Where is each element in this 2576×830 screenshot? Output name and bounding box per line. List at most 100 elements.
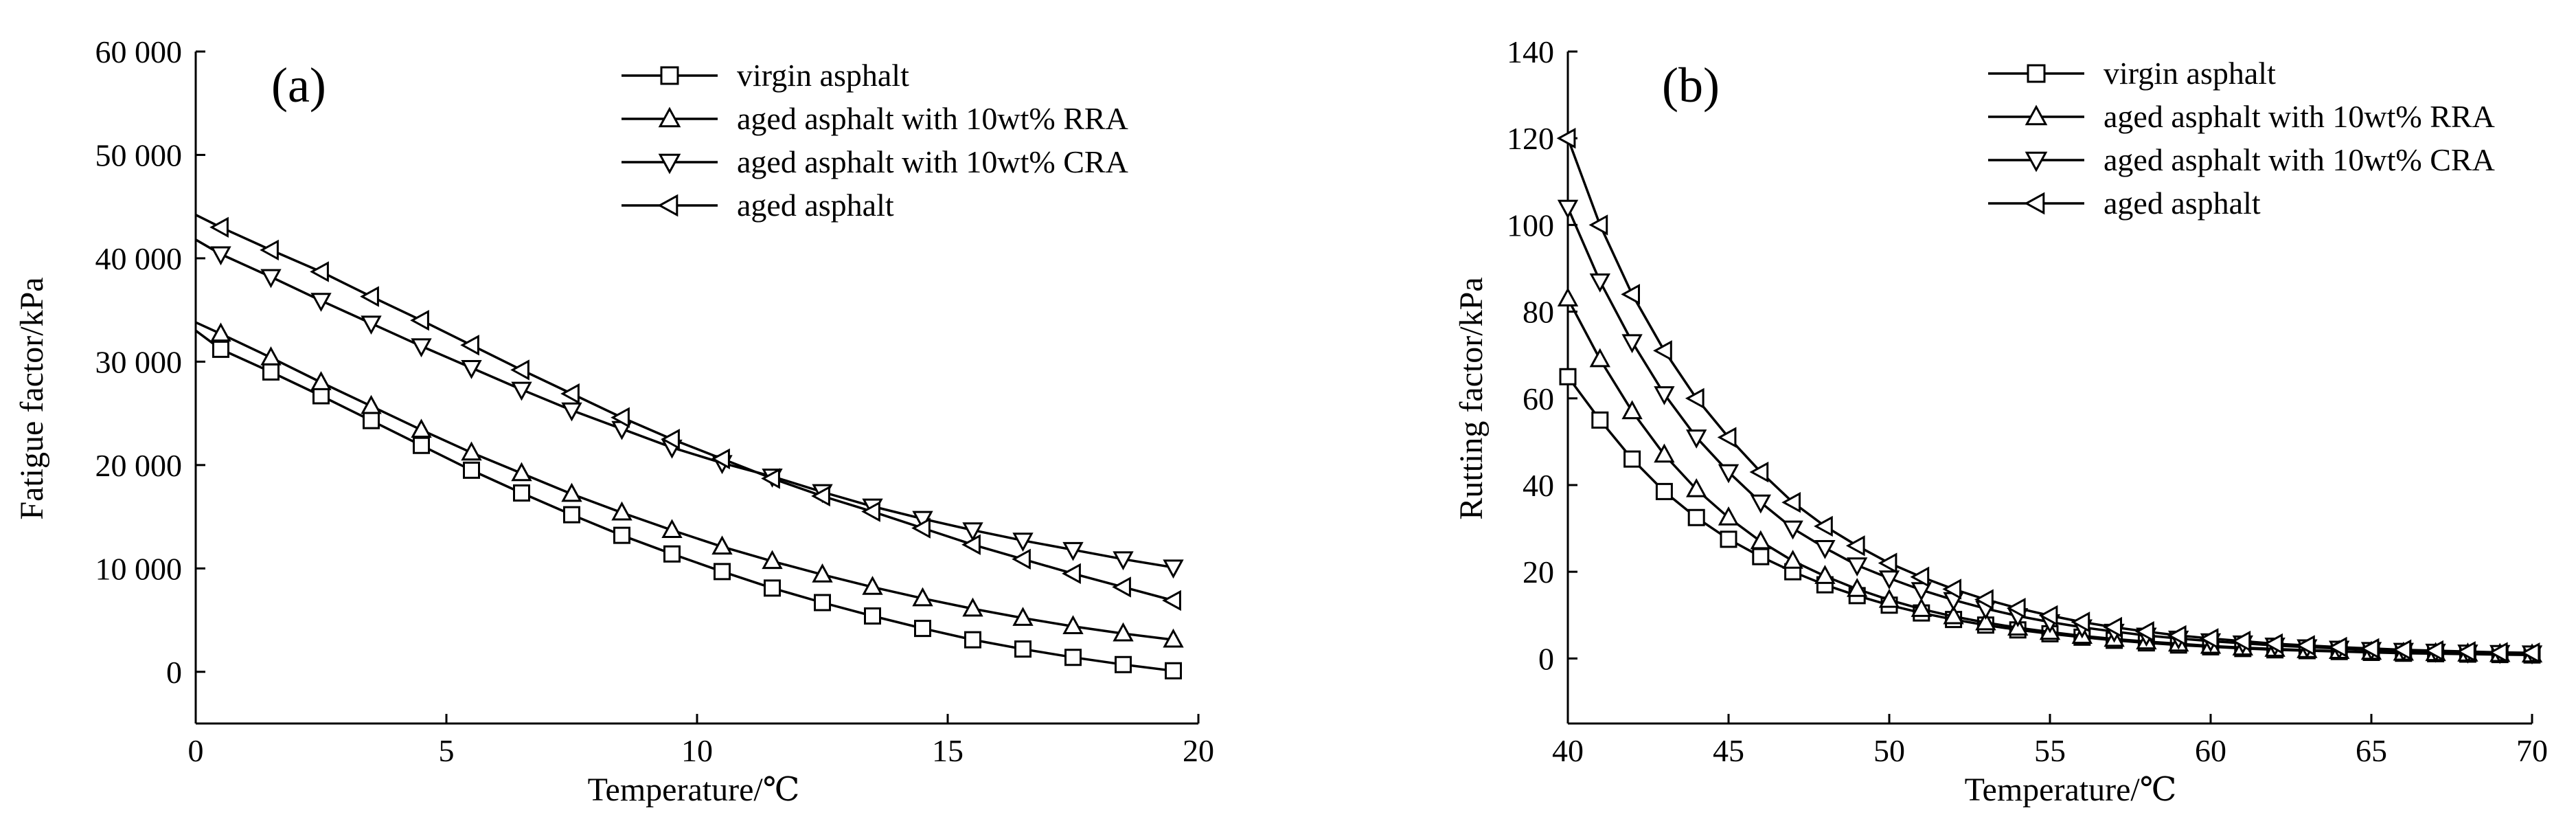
x-tick-label: 55 bbox=[2034, 733, 2066, 768]
data-point-triangle-down bbox=[1847, 557, 1868, 577]
data-point-triangle-left bbox=[2360, 638, 2380, 660]
panel-a-fatigue-chart: (a) Temperature/℃ Fatigue factor/kPa 0 10… bbox=[14, 34, 1214, 808]
data-point-triangle-up bbox=[1589, 348, 1610, 368]
data-point-triangle-down bbox=[1557, 199, 1579, 219]
data-point-triangle-up bbox=[361, 394, 382, 414]
data-point-triangle-left bbox=[2103, 616, 2122, 638]
data-point-triangle-left bbox=[1012, 548, 1031, 570]
data-point-triangle-left bbox=[1845, 535, 1865, 557]
data-point-triangle-down bbox=[1911, 582, 1932, 601]
panel-b-label: (b) bbox=[1662, 58, 1720, 113]
y-tick-label: 20 000 bbox=[95, 448, 183, 483]
legend-marker-square bbox=[2027, 64, 2046, 83]
legend-entry-label: aged asphalt with 10wt% RRA bbox=[2104, 99, 2495, 134]
data-point-square bbox=[1623, 450, 1641, 468]
panel-b-series-line-3 bbox=[1566, 207, 2533, 655]
data-point-triangle-up bbox=[411, 418, 432, 438]
data-point-triangle-left bbox=[861, 501, 880, 522]
data-point-triangle-left bbox=[2006, 597, 2026, 619]
data-point-triangle-up bbox=[1814, 565, 1836, 584]
data-point-triangle-up bbox=[962, 597, 983, 617]
data-point-triangle-left bbox=[2264, 633, 2283, 655]
data-point-triangle-left bbox=[1588, 214, 1608, 236]
data-point-triangle-up bbox=[1621, 400, 1643, 420]
data-point-triangle-left bbox=[1062, 563, 1081, 585]
data-point-square bbox=[714, 563, 731, 581]
data-point-square bbox=[814, 594, 831, 612]
x-tick-label: 10 bbox=[681, 733, 713, 768]
data-point-triangle-down bbox=[962, 522, 983, 541]
data-point-triangle-left bbox=[1621, 284, 1640, 305]
data-point-triangle-up bbox=[1113, 622, 1134, 642]
data-point-square bbox=[1720, 530, 1737, 548]
y-tick-label: 50 000 bbox=[95, 137, 183, 172]
legend-marker-triangle-down bbox=[2025, 151, 2048, 172]
data-point-square bbox=[964, 631, 981, 649]
x-tick-label: 50 bbox=[1873, 733, 1905, 768]
x-tick-label: 70 bbox=[2516, 733, 2548, 768]
data-point-triangle-up bbox=[1847, 578, 1868, 597]
x-tick-label: 15 bbox=[932, 733, 964, 768]
data-point-square bbox=[914, 620, 931, 638]
data-point-triangle-up bbox=[561, 482, 582, 502]
panel-a-series-line-3 bbox=[195, 238, 1174, 569]
legend-entry-label: aged asphalt bbox=[2104, 186, 2261, 221]
data-point-triangle-left bbox=[2135, 621, 2154, 642]
data-point-triangle-up bbox=[762, 550, 783, 570]
y-tick-label: 140 bbox=[1507, 34, 1554, 69]
data-point-triangle-up bbox=[1975, 611, 1996, 631]
data-point-triangle-up bbox=[1943, 605, 1964, 625]
data-point-triangle-left bbox=[1878, 552, 1897, 574]
data-point-triangle-up bbox=[511, 462, 532, 482]
legend-entry-label: aged asphalt with 10wt% CRA bbox=[2104, 142, 2495, 177]
panel-b-series-line-4 bbox=[1566, 137, 2533, 654]
data-point-triangle-left bbox=[1749, 461, 1769, 483]
y-tick-label: 80 bbox=[1523, 295, 1554, 330]
y-tick-label: 60 bbox=[1523, 381, 1554, 416]
data-point-triangle-left bbox=[2296, 635, 2315, 656]
data-point-triangle-up bbox=[1163, 628, 1184, 648]
data-point-triangle-left bbox=[661, 429, 680, 450]
x-tick-label: 5 bbox=[439, 733, 455, 768]
data-point-triangle-down bbox=[411, 338, 432, 358]
data-point-triangle-left bbox=[460, 335, 479, 356]
data-point-triangle-down bbox=[1621, 334, 1643, 354]
panel-a-label: (a) bbox=[271, 58, 326, 113]
data-point-triangle-down bbox=[1750, 494, 1771, 514]
x-tick-label: 40 bbox=[1552, 733, 1584, 768]
panel-b-series-line-2 bbox=[1566, 298, 2533, 656]
data-point-triangle-left bbox=[2167, 625, 2187, 647]
panel-a-x-axis-label: Temperature/℃ bbox=[588, 772, 800, 808]
data-point-square bbox=[613, 526, 630, 544]
data-point-triangle-down bbox=[1878, 570, 1900, 590]
y-tick-label: 120 bbox=[1507, 121, 1554, 156]
y-tick-label: 0 bbox=[1538, 641, 1554, 676]
data-point-triangle-down bbox=[1782, 520, 1803, 540]
data-point-square bbox=[363, 412, 380, 429]
data-point-triangle-left bbox=[1112, 576, 1131, 598]
data-point-square bbox=[1687, 508, 1705, 526]
data-point-square bbox=[312, 387, 330, 405]
y-tick-label: 0 bbox=[166, 655, 182, 690]
data-point-triangle-down bbox=[361, 315, 382, 335]
panel-a-series-line-2 bbox=[195, 321, 1174, 641]
data-point-square bbox=[1591, 411, 1609, 429]
legend-marker-square bbox=[660, 66, 679, 85]
data-point-triangle-down bbox=[1654, 386, 1675, 405]
data-point-triangle-left bbox=[1974, 589, 1994, 610]
data-point-triangle-up bbox=[711, 535, 733, 555]
data-point-square bbox=[1655, 482, 1673, 500]
data-point-triangle-up bbox=[1557, 287, 1579, 307]
data-point-triangle-up bbox=[1718, 506, 1740, 526]
x-tick-label: 20 bbox=[1183, 733, 1214, 768]
data-point-triangle-up bbox=[862, 576, 883, 595]
data-point-triangle-left bbox=[2424, 640, 2443, 662]
y-tick-label: 40 bbox=[1523, 468, 1554, 503]
data-point-square bbox=[513, 484, 530, 502]
data-point-triangle-down bbox=[1589, 273, 1610, 293]
x-tick-label: 45 bbox=[1713, 733, 1744, 768]
data-point-square bbox=[764, 579, 781, 597]
data-point-triangle-down bbox=[1163, 559, 1184, 579]
data-point-triangle-left bbox=[360, 286, 379, 307]
